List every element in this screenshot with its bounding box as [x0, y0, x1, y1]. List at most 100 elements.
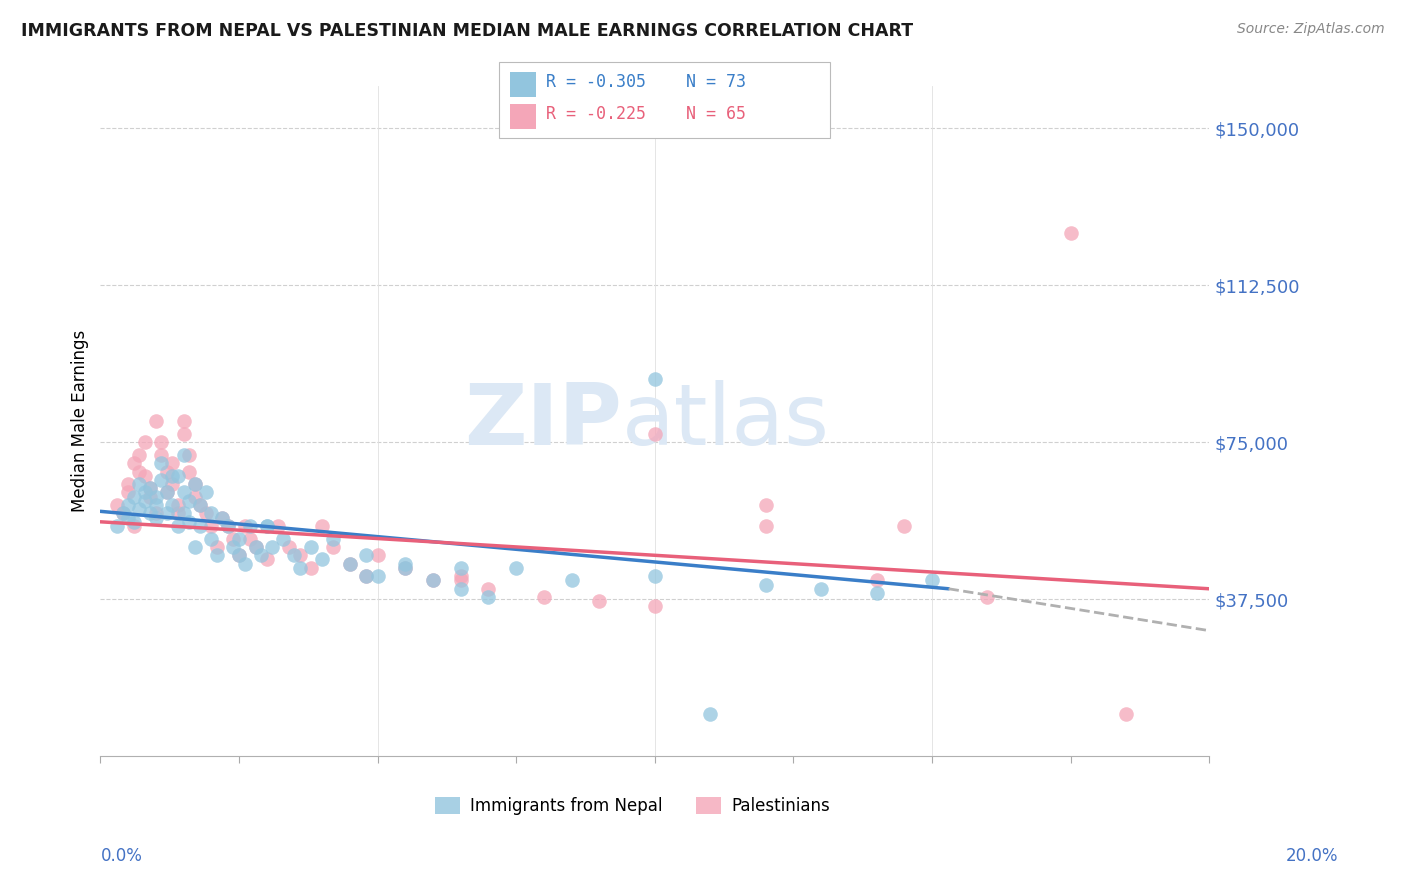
Point	[561, 574, 583, 588]
Point	[188, 519, 211, 533]
Point	[183, 490, 205, 504]
Point	[173, 414, 195, 428]
Point	[183, 477, 205, 491]
Text: atlas: atlas	[621, 380, 830, 463]
Point	[865, 574, 887, 588]
Point	[228, 549, 250, 563]
Point	[117, 485, 139, 500]
Legend: Immigrants from Nepal, Palestinians: Immigrants from Nepal, Palestinians	[429, 790, 837, 822]
Point	[239, 519, 262, 533]
Point	[156, 485, 179, 500]
Point	[228, 532, 250, 546]
Point	[134, 494, 156, 508]
Point	[167, 507, 190, 521]
Point	[156, 507, 179, 521]
Point	[122, 519, 145, 533]
Point	[173, 507, 195, 521]
Point	[128, 448, 150, 462]
Point	[167, 519, 190, 533]
Point	[256, 519, 278, 533]
Point	[1115, 707, 1137, 722]
Point	[450, 569, 472, 583]
Point	[233, 557, 256, 571]
Point	[205, 540, 228, 554]
Point	[256, 552, 278, 566]
Point	[976, 590, 998, 604]
Point	[134, 485, 156, 500]
Point	[1059, 226, 1081, 240]
Point	[200, 519, 222, 533]
Point	[533, 590, 555, 604]
Point	[356, 569, 378, 583]
Point	[394, 557, 416, 571]
Point	[188, 498, 211, 512]
Point	[233, 519, 256, 533]
Point	[588, 594, 610, 608]
Point	[105, 498, 128, 512]
Point	[311, 519, 333, 533]
Point	[150, 435, 173, 450]
Text: R = -0.225    N = 65: R = -0.225 N = 65	[546, 105, 745, 123]
Point	[122, 515, 145, 529]
Point	[173, 448, 195, 462]
Text: ZIP: ZIP	[464, 380, 621, 463]
Point	[644, 599, 666, 613]
Point	[893, 519, 915, 533]
Point	[262, 540, 284, 554]
Point	[865, 586, 887, 600]
Point	[150, 448, 173, 462]
Point	[810, 582, 832, 596]
Point	[156, 465, 179, 479]
Point	[644, 372, 666, 386]
Point	[288, 549, 311, 563]
Point	[177, 494, 200, 508]
Point	[205, 549, 228, 563]
Point	[122, 490, 145, 504]
Point	[256, 519, 278, 533]
Point	[183, 540, 205, 554]
Point	[422, 574, 444, 588]
Point	[322, 540, 344, 554]
Point	[145, 507, 167, 521]
Point	[122, 456, 145, 470]
Point	[299, 561, 322, 575]
Point	[139, 481, 162, 495]
Point	[134, 435, 156, 450]
Point	[128, 502, 150, 516]
Point	[162, 498, 184, 512]
Point	[145, 510, 167, 524]
Point	[139, 490, 162, 504]
Point	[173, 485, 195, 500]
Point	[311, 552, 333, 566]
Point	[211, 510, 233, 524]
Y-axis label: Median Male Earnings: Median Male Earnings	[72, 330, 89, 512]
Point	[162, 477, 184, 491]
Point	[200, 532, 222, 546]
Point	[105, 519, 128, 533]
Point	[477, 582, 499, 596]
Point	[217, 519, 239, 533]
Point	[200, 507, 222, 521]
Point	[273, 532, 295, 546]
Point	[150, 473, 173, 487]
Point	[194, 507, 217, 521]
Point	[162, 468, 184, 483]
Point	[394, 561, 416, 575]
Point	[117, 510, 139, 524]
Point	[394, 561, 416, 575]
Point	[450, 574, 472, 588]
Point	[755, 577, 778, 591]
Point	[177, 515, 200, 529]
Point	[339, 557, 361, 571]
Point	[450, 561, 472, 575]
Point	[150, 456, 173, 470]
Point	[117, 498, 139, 512]
Point	[111, 507, 134, 521]
Point	[188, 498, 211, 512]
Point	[128, 477, 150, 491]
Point	[177, 465, 200, 479]
Point	[111, 507, 134, 521]
Point	[277, 540, 299, 554]
Point	[505, 561, 527, 575]
Point	[183, 477, 205, 491]
